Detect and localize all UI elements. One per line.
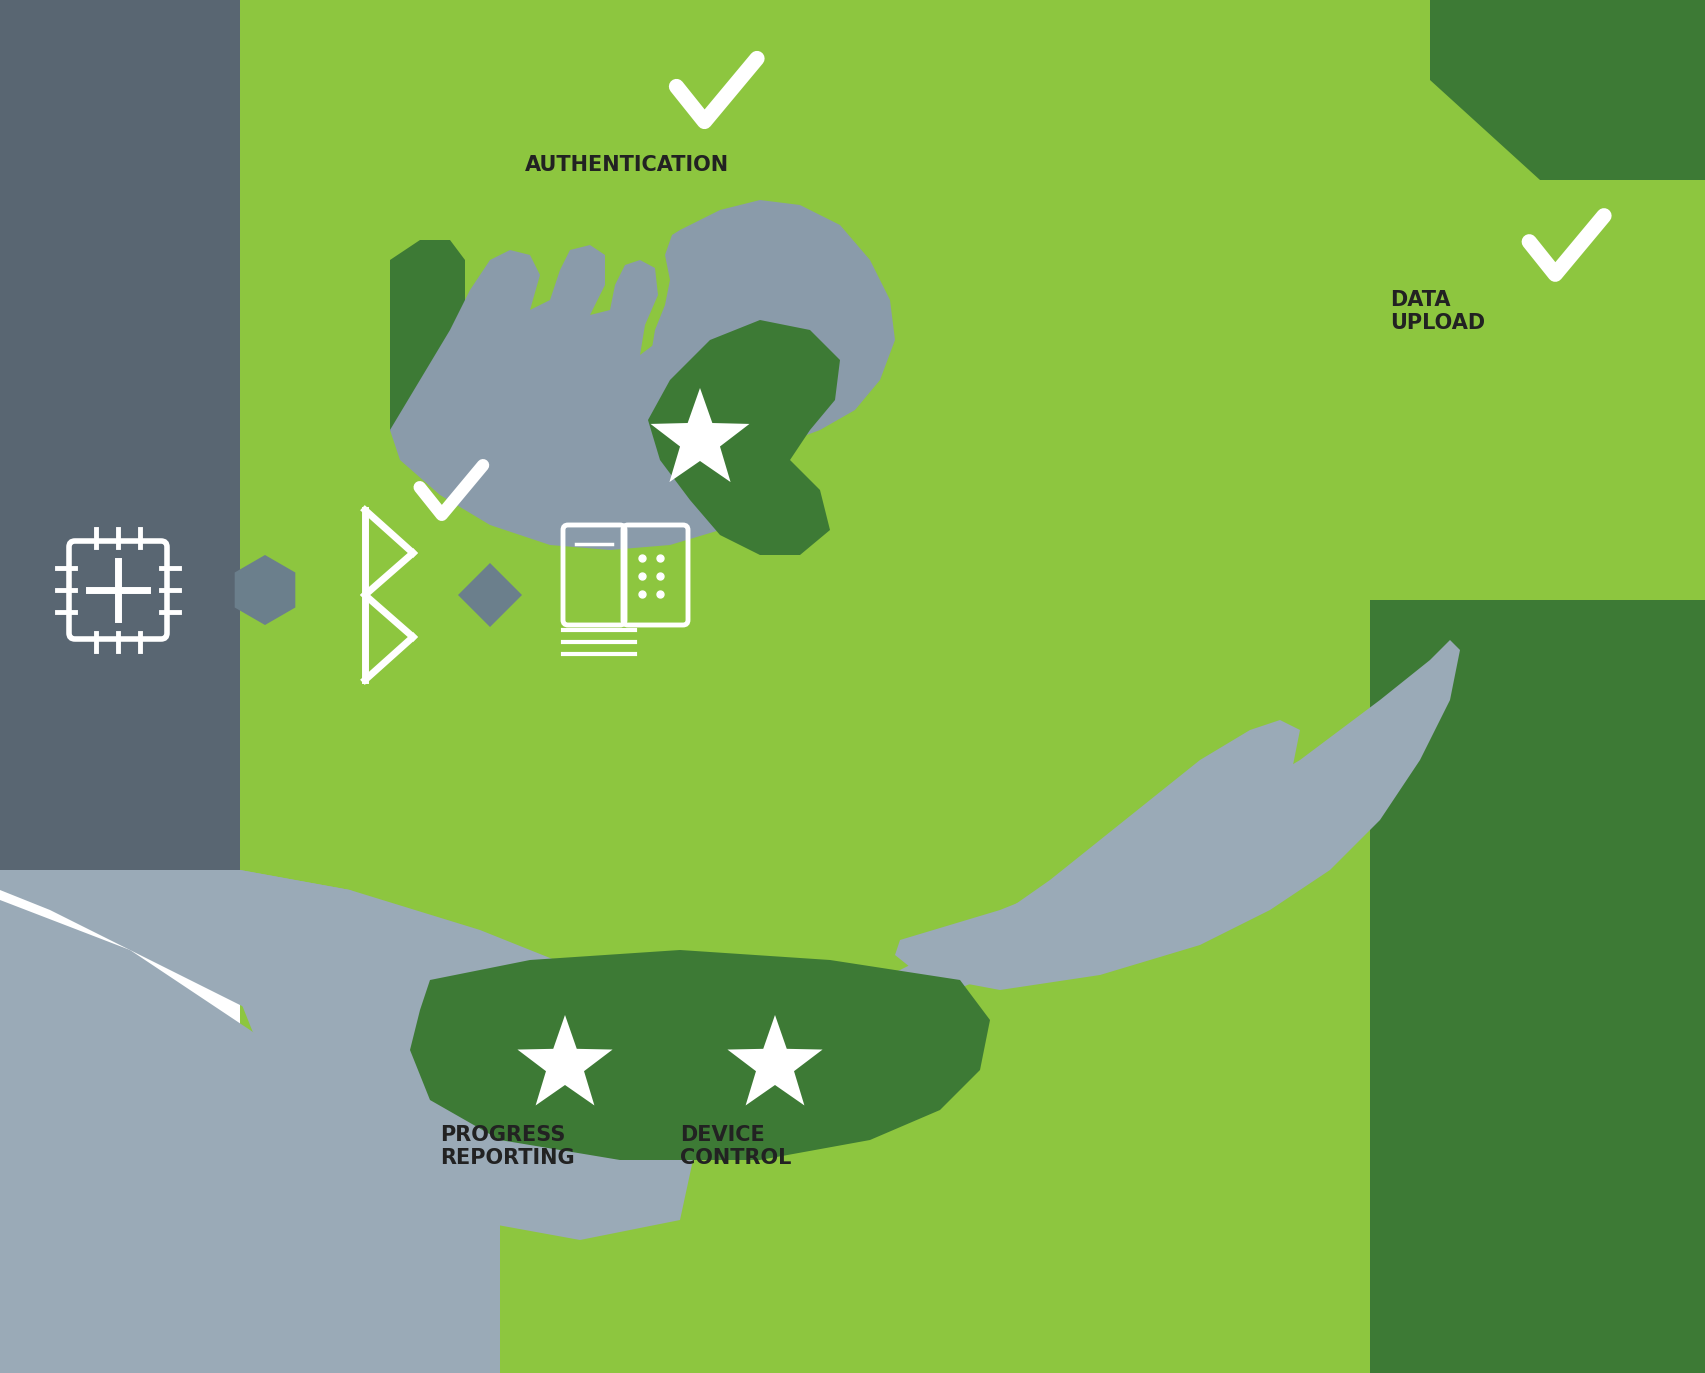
Polygon shape: [1558, 0, 1570, 165]
Polygon shape: [517, 1015, 612, 1105]
Polygon shape: [240, 0, 1705, 1373]
Polygon shape: [650, 200, 895, 450]
Polygon shape: [235, 555, 295, 625]
Polygon shape: [409, 950, 989, 1160]
Polygon shape: [895, 640, 1459, 990]
Polygon shape: [1540, 0, 1552, 165]
Polygon shape: [457, 563, 522, 627]
Polygon shape: [1429, 0, 1705, 180]
Polygon shape: [648, 320, 839, 555]
Polygon shape: [240, 870, 720, 1240]
Polygon shape: [0, 870, 500, 1373]
Polygon shape: [650, 389, 748, 482]
Text: DATA
UPLOAD: DATA UPLOAD: [1390, 290, 1485, 334]
Text: AUTHENTICATION: AUTHENTICATION: [525, 155, 728, 174]
Text: DEVICE
CONTROL: DEVICE CONTROL: [680, 1124, 791, 1168]
Polygon shape: [390, 244, 769, 551]
Polygon shape: [390, 240, 479, 490]
Polygon shape: [0, 719, 1299, 1081]
Polygon shape: [1369, 600, 1705, 1373]
Polygon shape: [0, 0, 240, 870]
Text: PROGRESS
REPORTING: PROGRESS REPORTING: [440, 1124, 575, 1168]
Polygon shape: [726, 1015, 822, 1105]
